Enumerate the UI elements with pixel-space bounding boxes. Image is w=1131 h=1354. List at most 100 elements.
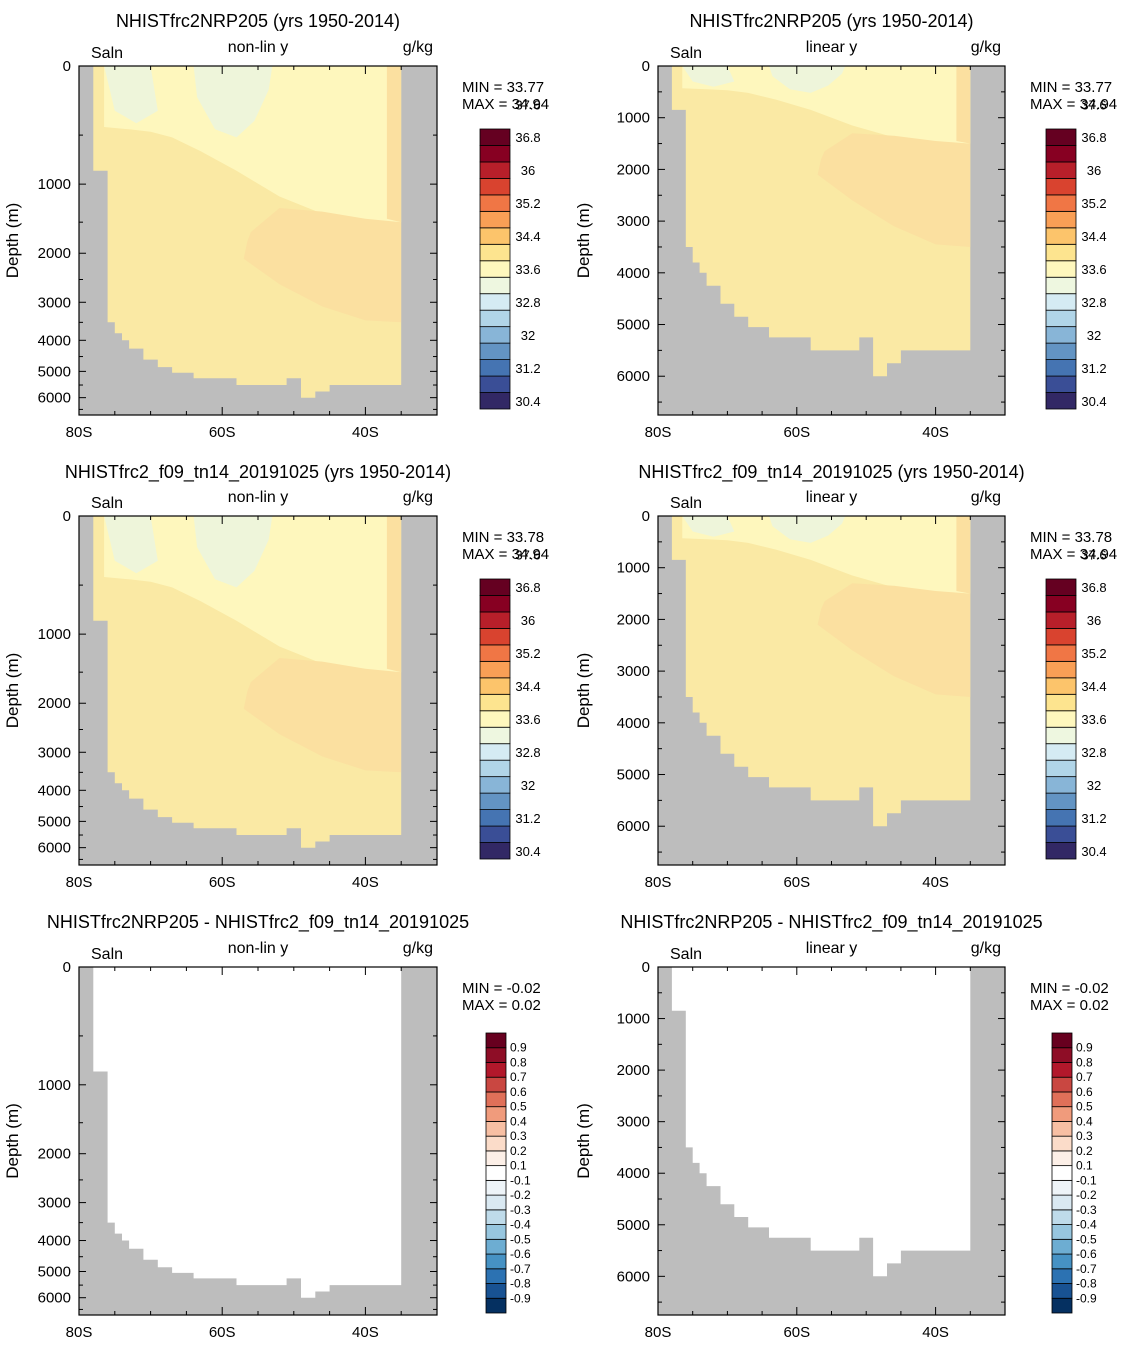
colorbar-swatch [479, 693, 511, 712]
colorbar-swatch [1045, 792, 1077, 810]
colorbar-label: 0.6 [510, 1085, 527, 1099]
min-value: MIN = 33.78 [1030, 529, 1112, 546]
colorbar-swatch [1051, 1091, 1073, 1108]
colorbar-swatch [1045, 293, 1077, 311]
colorbar-label: 35.2 [515, 196, 540, 211]
colorbar-swatch [1051, 1238, 1073, 1255]
colorbar: 30.4 31.2 32 32.8 33.6 34.4 35.2 36 36.8 37.6 [479, 97, 541, 410]
y-tick-label: 2000 [38, 1146, 71, 1163]
plot-area [79, 967, 437, 1315]
units-label: g/kg [971, 39, 1001, 56]
scale-label: linear y [806, 39, 858, 56]
colorbar-swatch [1045, 743, 1077, 761]
colorbar-swatch [1051, 1135, 1073, 1152]
units-label: g/kg [403, 489, 433, 506]
colorbar-label: 31.2 [515, 811, 540, 826]
colorbar-label: -0.7 [510, 1262, 531, 1276]
colorbar-swatch [1051, 1179, 1073, 1196]
colorbar-label: 0.2 [1076, 1144, 1093, 1158]
salinity-contour-region [769, 516, 846, 543]
colorbar-label: 35.2 [515, 646, 540, 661]
colorbar-swatch [1045, 660, 1077, 679]
panel-6: NHISTfrc2NRP205 - NHISTfrc2_f09_tn14_201… [574, 912, 1109, 1341]
colorbar-label: 32 [521, 778, 535, 793]
colorbar-label: 31.2 [1081, 811, 1106, 826]
colorbar-swatch [479, 293, 511, 311]
colorbar: 30.4 31.2 32 32.8 33.6 34.4 35.2 36 36.8 37.6 [479, 547, 541, 860]
variable-label: Saln [670, 45, 702, 62]
colorbar-swatch [1045, 578, 1077, 596]
colorbar-label: -0.5 [510, 1232, 531, 1246]
colorbar-label: 34.4 [515, 679, 540, 694]
colorbar-swatch [1045, 809, 1077, 827]
min-value: MIN = 33.78 [462, 529, 544, 546]
colorbar-swatch [485, 1076, 507, 1093]
variable-label: Saln [670, 946, 702, 963]
colorbar-label: -0.4 [510, 1218, 531, 1232]
units-label: g/kg [971, 489, 1001, 506]
colorbar-swatch [485, 1047, 507, 1063]
y-tick-label: 3000 [617, 1114, 650, 1131]
colorbar-swatch [1051, 1268, 1073, 1284]
colorbar-swatch [1045, 145, 1077, 163]
y-axis-label: Depth (m) [3, 203, 22, 279]
colorbar-label: 0.8 [510, 1055, 527, 1069]
colorbar-label: 30.4 [1081, 394, 1106, 409]
colorbar-swatch [485, 1238, 507, 1255]
colorbar-label: 0.4 [1076, 1114, 1093, 1128]
colorbar-swatch [485, 1150, 507, 1167]
y-tick-label: 5000 [617, 317, 650, 334]
y-axis-label: Depth (m) [574, 203, 593, 279]
y-tick-label: 5000 [38, 363, 71, 380]
colorbar-label: 33.6 [515, 262, 540, 277]
y-tick-label: 1000 [617, 560, 650, 577]
colorbar-swatch [485, 1062, 507, 1078]
colorbar-label: 36 [521, 613, 535, 628]
colorbar-label: 30.4 [515, 394, 540, 409]
colorbar-label: -0.2 [510, 1188, 531, 1202]
x-tick-label: 40S [922, 1324, 949, 1341]
colorbar-swatch [479, 710, 511, 728]
y-tick-label: 3000 [617, 663, 650, 680]
x-tick-label: 60S [783, 1324, 810, 1341]
colorbar-swatch [1045, 677, 1077, 695]
colorbar-swatch [479, 128, 511, 146]
y-tick-label: 0 [63, 58, 71, 75]
colorbar-swatch [479, 842, 511, 860]
colorbar-swatch [1051, 1150, 1073, 1167]
colorbar-swatch [485, 1194, 507, 1211]
colorbar-swatch [1051, 1253, 1073, 1270]
colorbar-swatch [479, 194, 511, 212]
colorbar-label: 32 [521, 328, 535, 343]
colorbar-label: 36.8 [1081, 130, 1106, 145]
panel-title: NHISTfrc2NRP205 (yrs 1950-2014) [116, 11, 400, 31]
y-tick-label: 6000 [617, 368, 650, 385]
colorbar-label: 0.7 [510, 1070, 527, 1084]
salinity-contour-region [817, 133, 971, 247]
salinity-contour-region [104, 516, 402, 673]
colorbar-swatch [479, 210, 511, 229]
colorbar-swatch [479, 178, 511, 196]
colorbar-swatch [479, 375, 511, 393]
plot-area [658, 967, 1005, 1315]
colorbar-swatch [479, 309, 511, 328]
colorbar: 30.4 31.2 32 32.8 33.6 34.4 35.2 36 36.8 37.6 [1045, 97, 1107, 410]
colorbar-label: -0.6 [1076, 1247, 1097, 1261]
max-value: MAX = 34.94 [1030, 96, 1117, 113]
colorbar-label: 0.1 [1076, 1159, 1093, 1173]
x-tick-label: 80S [66, 424, 93, 441]
colorbar-label: 37.6 [515, 97, 540, 112]
colorbar: -0.9-0.8-0.7-0.6-0.5-0.4-0.3-0.2-0.10.10… [485, 1032, 531, 1314]
colorbar-swatch [1045, 776, 1077, 794]
colorbar-label: 32 [1087, 328, 1101, 343]
colorbar-label: 33.6 [1081, 262, 1106, 277]
colorbar-swatch [1045, 260, 1077, 278]
colorbar-swatch [1045, 342, 1077, 360]
colorbar-swatch [485, 1165, 507, 1181]
colorbar-swatch [479, 342, 511, 360]
colorbar-swatch [1051, 1062, 1073, 1078]
salinity-contour-region [769, 66, 846, 93]
salinity-contour-region [386, 516, 402, 673]
colorbar-swatch [479, 161, 511, 179]
colorbar-label: 36 [521, 163, 535, 178]
